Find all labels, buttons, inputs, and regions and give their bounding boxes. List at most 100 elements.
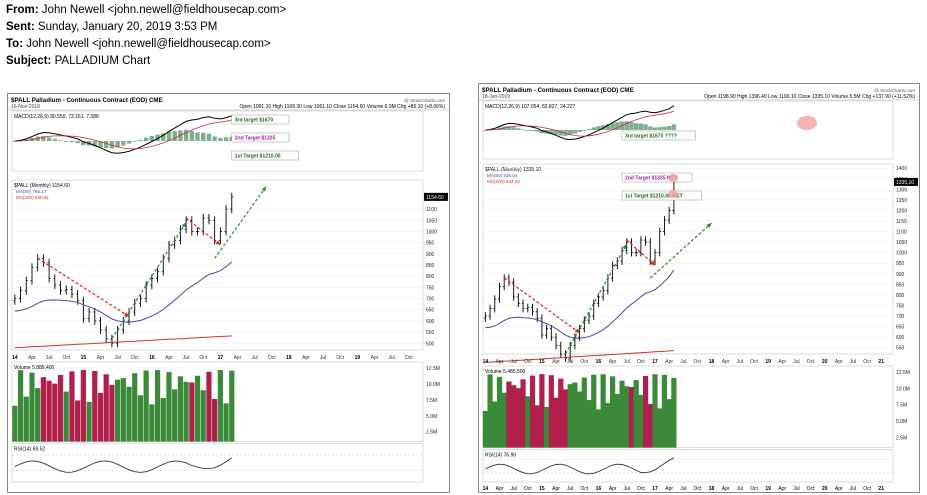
volume-bar [511, 385, 517, 448]
macd-label: MACD(12,26,9) 80.550, 73.161, 7.388 [14, 114, 99, 120]
x-tick: 14 [483, 359, 489, 365]
x-tick-bottom: Oct [694, 486, 702, 492]
subject-value: PALLADIUM Chart [54, 55, 151, 67]
macd-hist-bar [572, 130, 578, 134]
x-tick-bottom: Jul [793, 486, 799, 492]
macd-hist-bar [520, 129, 526, 131]
to-value[interactable]: John Newell <john.newell@fieldhousecap.c… [26, 38, 271, 50]
x-tick: Jul [114, 355, 120, 361]
volume-bar [115, 379, 121, 442]
macd-hist-bar [41, 136, 46, 141]
macd-line [485, 105, 675, 141]
x-tick: Apr [302, 355, 310, 361]
volume-panel [11, 361, 424, 442]
target-label: 2nd Target $1325 [235, 136, 276, 142]
sent-value: Sunday, January 20, 2019 3:53 PM [37, 21, 218, 33]
volume-bar [525, 396, 531, 448]
target-highlight [668, 174, 679, 182]
chart-left: $PALL Palladium - Continuous Contract (E… [7, 93, 450, 493]
volume-bar [652, 374, 658, 448]
ma50-label: MA(50) 796.17 [16, 189, 47, 194]
downtrend-arrow-2-head [215, 240, 221, 245]
macd-hist-bar [652, 127, 658, 130]
price-tick: 700 [426, 297, 435, 303]
x-tick: Oct [62, 355, 70, 361]
volume-bar [52, 383, 58, 442]
price-tick: 800 [896, 293, 905, 299]
chart-title: $PALL Palladium - Continuous Contract (E… [482, 87, 634, 94]
x-tick: Oct [807, 359, 815, 365]
macd-hist-bar [633, 123, 639, 130]
volume-tick: 7.5M [896, 403, 907, 409]
macd-hist-bar [212, 136, 217, 141]
rsi-line [14, 457, 233, 473]
x-tick-bottom: Apr [496, 486, 504, 492]
x-tick-bottom: Apr [778, 486, 786, 492]
to-label: To: [6, 38, 24, 50]
x-tick-bottom: Oct [750, 486, 758, 492]
x-tick-bottom: Jul [680, 486, 686, 492]
price-tick: 1250 [896, 198, 907, 204]
x-tick-bottom: Oct [807, 486, 815, 492]
price-tick: 1000 [426, 229, 437, 235]
volume-bar [638, 394, 644, 448]
volume-bar [633, 380, 639, 448]
price-tick: 600 [426, 319, 435, 325]
volume-bar [75, 400, 81, 442]
macd-hist-bar [511, 127, 516, 130]
volume-bar [534, 405, 540, 448]
volume-bar [217, 370, 223, 442]
macd-hist-bar [143, 137, 149, 141]
macd-hist-bar [166, 131, 172, 141]
x-tick: Jul [510, 359, 516, 365]
email-header: From: John Newell <john.newell@fieldhous… [6, 2, 286, 70]
from-row: From: John Newell <john.newell@fieldhous… [6, 2, 286, 19]
volume-tick: 12.5M [426, 366, 440, 372]
price-tick: 850 [896, 282, 905, 288]
macd-hist-bar [586, 129, 592, 130]
x-tick: Jul [793, 359, 799, 365]
x-tick: Oct [268, 355, 276, 361]
volume-bar [23, 396, 29, 442]
macd-hist-bar [201, 132, 206, 141]
x-tick-bottom: Oct [637, 486, 645, 492]
volume-bar [40, 377, 46, 442]
price-panel [482, 163, 894, 355]
volume-tick: 5.0M [896, 419, 907, 425]
volume-bar [57, 375, 64, 442]
volume-bar [154, 370, 161, 442]
x-tick-bottom: Apr [552, 486, 560, 492]
volume-bar [548, 375, 554, 448]
macd-hist-bar [553, 130, 559, 135]
macd-hist-bar [643, 124, 648, 130]
price-tick: 650 [896, 325, 905, 331]
volume-bar [166, 372, 172, 442]
x-tick: Apr [97, 355, 105, 361]
x-tick-bottom: Jul [624, 486, 630, 492]
volume-bar [69, 371, 75, 442]
volume-bar [120, 378, 126, 442]
volume-bar [212, 399, 218, 442]
x-tick: Apr [371, 355, 379, 361]
target-box [231, 132, 290, 143]
macd-hist-bar [662, 126, 667, 130]
price-tick: 800 [426, 274, 435, 280]
macd-hist-bar [483, 130, 488, 131]
volume-bar [177, 376, 183, 442]
from-value[interactable]: John Newell <john.newell@fieldhousecap.c… [41, 4, 287, 16]
volume-bar [647, 403, 653, 448]
price-tick: 1400 [896, 166, 907, 172]
volume-bar [600, 374, 606, 448]
rsi-line [485, 457, 675, 475]
target-label: 2nd Target $1325 MET [625, 176, 677, 182]
x-tick: Oct [580, 359, 588, 365]
macd-hist-bar [638, 123, 644, 130]
price-tick: 1000 [896, 251, 907, 257]
x-tick-bottom: Oct [863, 486, 871, 492]
macd-hist-bar [132, 141, 137, 142]
ma50-label: MA(50) 835.04 [487, 173, 518, 178]
x-tick-bottom: Jul [567, 486, 573, 492]
x-tick: 14 [12, 355, 18, 361]
subject-label: Subject: [6, 55, 52, 67]
volume-label: Volume 5,889,400 [14, 365, 55, 371]
